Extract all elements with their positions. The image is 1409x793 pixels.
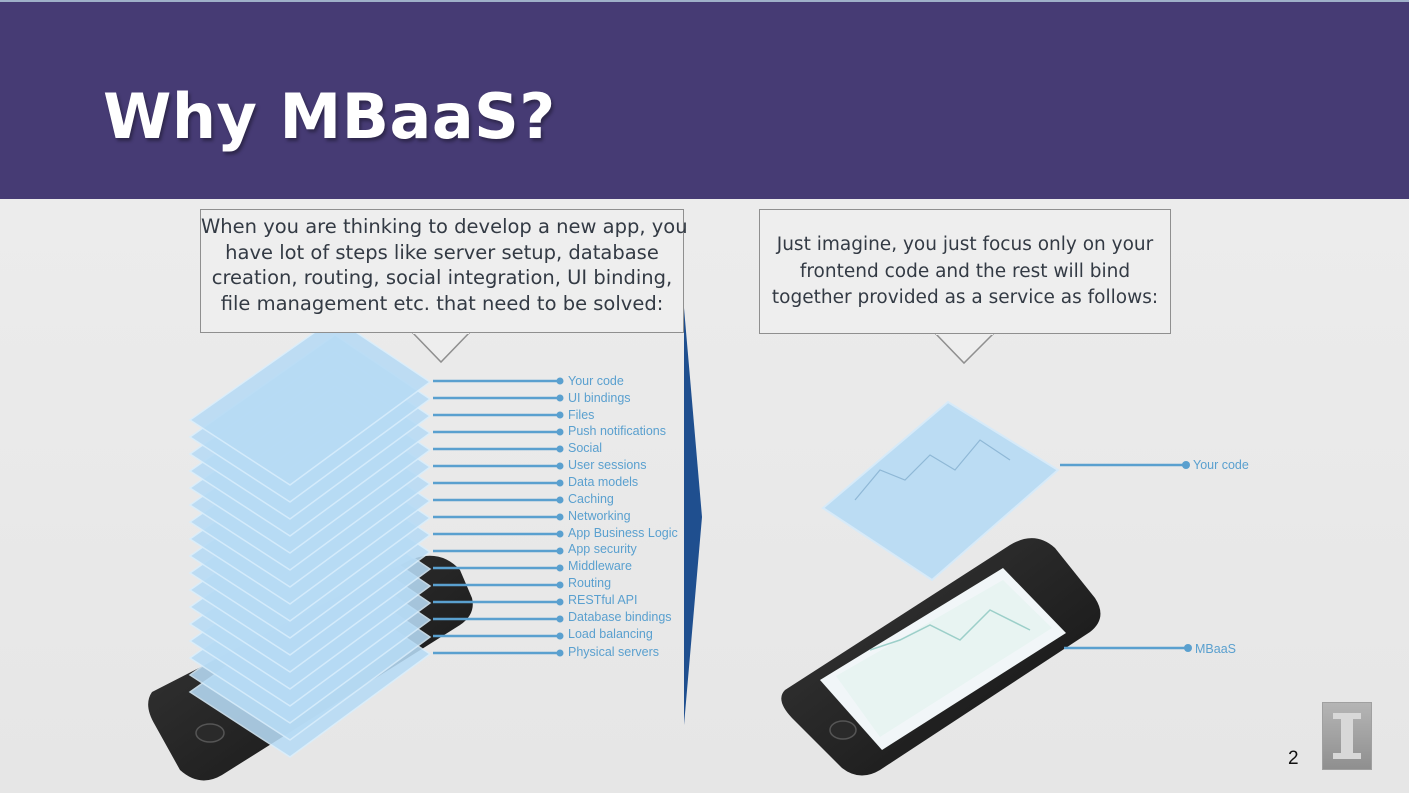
layer-connector-dot [556,462,564,470]
layer-connector-dot [556,445,564,453]
layer-connector-dot [556,377,564,385]
layer-connectors [433,377,564,657]
layer-connector-dot [556,581,564,589]
right-callout-pointer [933,332,996,365]
layer-connector-dot [556,615,564,623]
layer-connector-dot [556,530,564,538]
layer-label: Physical servers [568,645,659,659]
layer-label: Data models [568,475,639,489]
top-border [0,0,1409,2]
layer-connector-dot [556,479,564,487]
left-callout-line: file management etc. that need to be sol… [220,291,664,315]
title-bar: Why MBaaS? [0,2,1409,199]
slide-title: Why MBaaS? [103,80,556,153]
page-number: 2 [1288,748,1299,769]
layer-label: Load balancing [568,627,653,641]
layer-label: Your code [568,374,624,388]
layer-connector-dot [556,632,564,640]
layer-connector-dot [556,598,564,606]
layer-connector-dot [556,394,564,402]
layer-label: Social [568,441,603,455]
left-callout-line: When you are thinking to develop a new a… [201,215,688,238]
left-callout-line: creation, routing, social integration, U… [211,266,673,289]
stack-layer [188,317,432,486]
layer-label: RESTful API [568,593,638,607]
layer-connector-dot [556,513,564,521]
layer-label: Database bindings [568,610,672,624]
layer-label: User sessions [568,458,647,472]
right-phone [781,538,1101,776]
right-label-mbaas: MBaaS [1195,642,1236,656]
layer-label: Caching [568,492,614,506]
left-callout: When you are thinking to develop a new a… [200,209,688,333]
layer-label: Push notifications [568,424,666,438]
layer-label: Files [568,408,595,422]
right-callout-line: together provided as a service as follow… [771,287,1159,308]
layer-stack [188,317,432,758]
mbaas-connectors [1060,461,1192,652]
left-callout-line: have lot of steps like server setup, dat… [225,240,659,264]
layer-label: Networking [568,509,631,523]
right-callout-line: frontend code and the rest will bind [799,260,1131,282]
layer-connector-dot [556,428,564,436]
right-callout: Just imagine, you just focus only on you… [759,209,1171,334]
layer-label: UI bindings [568,391,631,405]
layer-connector-dot [556,649,564,657]
layer-connector-dot [556,411,564,419]
right-callout-line: Just imagine, you just focus only on you… [776,234,1154,255]
layer-label: App Business Logic [568,526,678,540]
layer-connector-dot [556,547,564,555]
left-callout-pointer [410,331,472,364]
divider-arrow [684,308,702,725]
your-code-layer [821,400,1060,582]
layer-label: Middleware [568,559,632,573]
layer-label: App security [568,542,637,556]
university-logo [1322,702,1372,770]
layer-connector-dot [556,564,564,572]
right-label-your-code: Your code [1193,458,1249,472]
layer-label: Routing [568,576,612,590]
layer-connector-dot [556,496,564,504]
